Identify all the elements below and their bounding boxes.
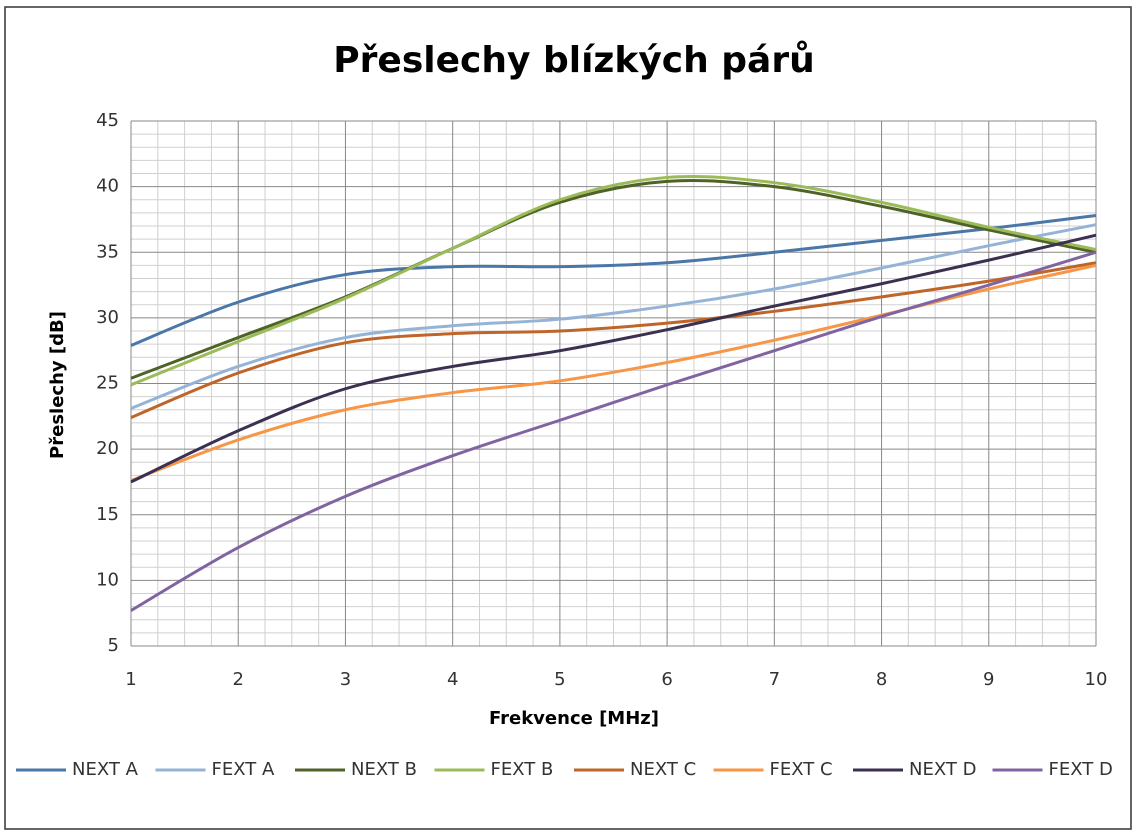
x-tick-label: 9 bbox=[983, 669, 994, 690]
y-tick-label: 30 bbox=[96, 307, 119, 328]
legend-label: FEXT D bbox=[1049, 759, 1113, 780]
y-tick-label: 25 bbox=[96, 373, 119, 394]
y-tick-label: 20 bbox=[96, 438, 119, 459]
series-line bbox=[130, 214, 1097, 347]
legend-label: NEXT D bbox=[909, 759, 976, 780]
y-tick-label: 15 bbox=[96, 504, 119, 525]
legend-label: NEXT A bbox=[72, 759, 139, 780]
x-tick-label: 1 bbox=[125, 669, 136, 690]
legend-label: FEXT B bbox=[491, 759, 554, 780]
x-tick-label: 6 bbox=[661, 669, 672, 690]
series-line bbox=[130, 233, 1097, 484]
chart-title: Přeslechy blízkých párů bbox=[333, 40, 814, 81]
legend-label: FEXT C bbox=[770, 759, 833, 780]
x-tick-label: 4 bbox=[447, 669, 458, 690]
series-line bbox=[130, 223, 1097, 410]
y-tick-label: 45 bbox=[96, 110, 119, 131]
x-tick-label: 2 bbox=[232, 669, 243, 690]
legend-label: NEXT C bbox=[630, 759, 696, 780]
x-tick-label: 8 bbox=[876, 669, 887, 690]
legend-label: NEXT B bbox=[351, 759, 417, 780]
x-tick-label: 10 bbox=[1085, 669, 1108, 690]
series-line bbox=[130, 174, 1097, 387]
series-line bbox=[130, 261, 1097, 420]
series-line bbox=[130, 250, 1097, 612]
x-tick-label: 7 bbox=[769, 669, 780, 690]
y-tick-label: 5 bbox=[108, 635, 119, 656]
x-axis-label: Frekvence [MHz] bbox=[489, 708, 659, 729]
y-tick-label: 10 bbox=[96, 569, 119, 590]
y-tick-label: 40 bbox=[96, 176, 119, 197]
y-tick-label: 35 bbox=[96, 241, 119, 262]
series-line bbox=[130, 179, 1097, 380]
y-axis-label: Přeslechy [dB] bbox=[47, 311, 68, 459]
x-tick-label: 5 bbox=[554, 669, 565, 690]
legend-label: FEXT A bbox=[212, 759, 275, 780]
x-tick-label: 3 bbox=[340, 669, 351, 690]
